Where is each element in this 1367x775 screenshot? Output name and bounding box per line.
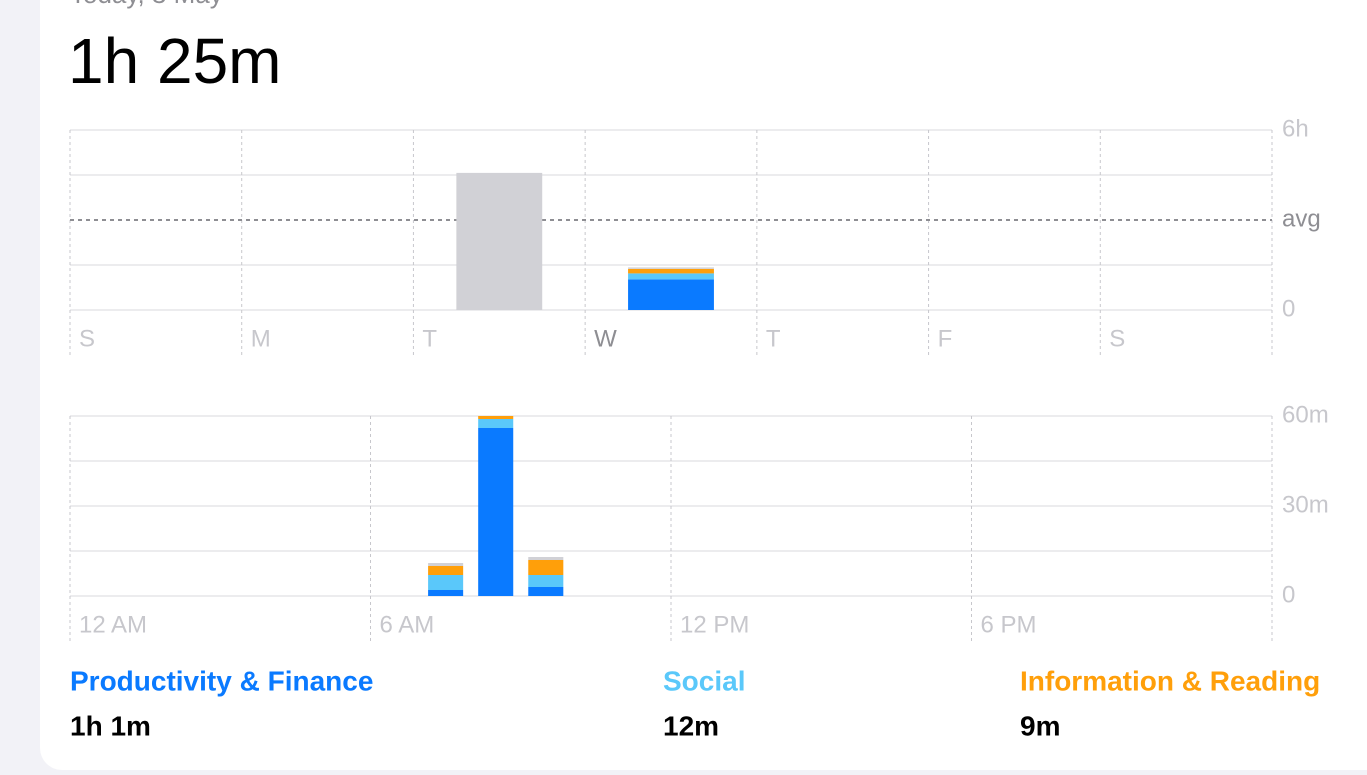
legend-total: 12m [663,710,719,741]
x-tick-label: S [79,325,95,352]
legend-total: 1h 1m [70,710,151,741]
y-tick-label: 0 [1282,295,1295,322]
bar-segment [528,575,564,587]
average-label: avg [1282,205,1321,232]
total: 1h 25m [68,25,281,97]
legend-name: Productivity & Finance [70,665,373,696]
legend-total: 9m [1020,710,1060,741]
x-tick-label: T [766,325,781,352]
x-tick-label: M [251,325,271,352]
bar-segment [478,419,514,428]
bar-segment [428,563,464,566]
x-tick-label: W [594,325,617,352]
bar-segment [528,587,564,596]
y-tick-label: 60m [1282,401,1329,428]
bar-segment [478,416,514,419]
bar-segment [428,575,464,590]
x-tick-label: S [1109,325,1125,352]
date: Today, 3 May [70,0,223,9]
bar-segment [528,557,564,560]
bar-segment [628,273,714,280]
y-tick-label: 30m [1282,491,1329,518]
y-tick-label: 0 [1282,581,1295,608]
x-tick-label: F [938,325,953,352]
x-tick-label: 12 AM [79,611,147,638]
bar-segment [428,590,464,596]
y-tick-label: 6h [1282,115,1309,142]
x-tick-label: 12 PM [680,611,749,638]
bar-segment [628,268,714,274]
bar-segment [428,566,464,575]
legend-name: Information & Reading [1020,665,1320,696]
card [40,0,1367,770]
bar-segment [628,279,714,310]
bar-segment [528,560,564,575]
bar-segment [478,428,514,596]
x-tick-label: 6 AM [380,611,435,638]
bar-segment [456,172,543,310]
x-tick-label: T [422,325,437,352]
bar-segment [628,267,714,269]
x-tick-label: 6 PM [981,611,1037,638]
legend-name: Social [663,665,745,696]
